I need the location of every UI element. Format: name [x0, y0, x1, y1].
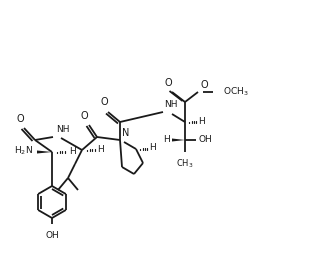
Polygon shape — [172, 139, 185, 141]
Text: O: O — [80, 111, 88, 121]
Text: O: O — [201, 80, 209, 90]
Text: O: O — [164, 78, 172, 88]
Text: OH: OH — [45, 231, 59, 240]
Text: H: H — [198, 116, 205, 126]
Text: NH: NH — [164, 100, 177, 109]
Text: NH: NH — [56, 125, 70, 134]
Text: N: N — [122, 128, 129, 138]
Text: CH$_3$: CH$_3$ — [176, 158, 194, 170]
Text: H: H — [149, 143, 156, 153]
Text: O: O — [16, 114, 24, 124]
Text: H: H — [69, 147, 76, 156]
Text: H: H — [163, 134, 170, 143]
Text: H: H — [97, 144, 104, 154]
Text: H$_2$N: H$_2$N — [14, 145, 33, 157]
Text: O: O — [100, 97, 108, 107]
Polygon shape — [37, 150, 52, 154]
Text: OCH$_3$: OCH$_3$ — [223, 86, 249, 98]
Text: OH: OH — [199, 134, 213, 143]
